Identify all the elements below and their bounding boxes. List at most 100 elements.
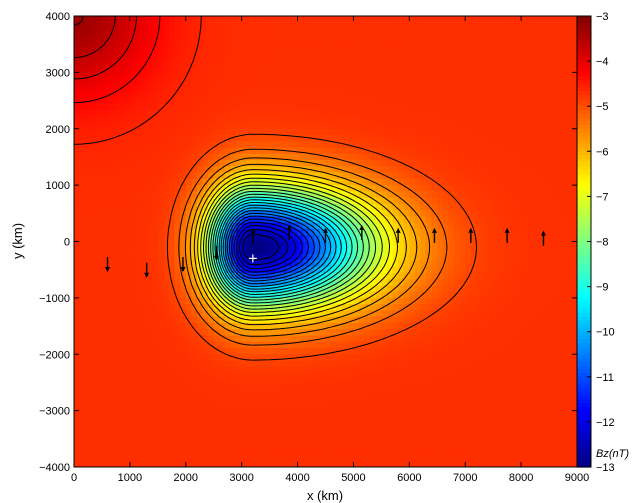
- heatmap-cell: [319, 254, 327, 261]
- heatmap-cell: [565, 41, 573, 48]
- heatmap-cell: [90, 354, 97, 362]
- heatmap-cell: [392, 34, 399, 42]
- heatmap-cell: [118, 153, 125, 161]
- heatmap-cell: [543, 185, 550, 192]
- heatmap-cell: [325, 178, 332, 186]
- heatmap-cell: [291, 53, 299, 61]
- heatmap-cell: [319, 354, 327, 362]
- heatmap-cell: [431, 185, 438, 192]
- heatmap-cell: [79, 222, 86, 230]
- heatmap-cell: [549, 228, 556, 236]
- heatmap-cell: [213, 166, 220, 174]
- heatmap-cell: [353, 266, 360, 274]
- heatmap-cell: [101, 78, 109, 86]
- heatmap-cell: [347, 197, 355, 205]
- heatmap-cell: [331, 66, 338, 73]
- heatmap-cell: [537, 203, 545, 211]
- heatmap-cell: [554, 135, 561, 142]
- heatmap-cell: [85, 285, 92, 293]
- heatmap-cell: [152, 335, 159, 343]
- heatmap-cell: [275, 310, 282, 318]
- heatmap-cell: [336, 329, 343, 337]
- heatmap-cell: [498, 185, 505, 192]
- heatmap-cell: [124, 84, 131, 92]
- heatmap-cell: [191, 153, 198, 161]
- heatmap-cell: [280, 66, 287, 73]
- heatmap-cell: [481, 191, 489, 199]
- heatmap-cell: [549, 341, 556, 349]
- heatmap-cell: [571, 84, 577, 92]
- heatmap-cell: [431, 122, 438, 130]
- heatmap-cell: [213, 147, 220, 155]
- heatmap-cell: [241, 122, 248, 130]
- heatmap-cell: [532, 28, 539, 36]
- heatmap-cell: [275, 316, 282, 324]
- heatmap-cell: [219, 147, 226, 155]
- heatmap-cell: [437, 153, 444, 161]
- heatmap-cell: [291, 59, 299, 67]
- heatmap-cell: [129, 310, 137, 318]
- heatmap-cell: [414, 210, 422, 218]
- heatmap-cell: [219, 109, 226, 117]
- heatmap-cell: [481, 109, 489, 117]
- heatmap-cell: [230, 84, 237, 92]
- heatmap-cell: [386, 310, 394, 318]
- heatmap-cell: [180, 285, 187, 293]
- heatmap-cell: [454, 28, 461, 36]
- heatmap-cell: [437, 247, 444, 255]
- heatmap-cell: [202, 128, 209, 136]
- heatmap-cell: [196, 228, 204, 236]
- heatmap-cell: [135, 41, 142, 48]
- heatmap-cell: [392, 335, 399, 343]
- heatmap-cell: [230, 285, 237, 293]
- heatmap-cell: [196, 153, 204, 161]
- heatmap-cell: [286, 203, 293, 211]
- heatmap-cell: [269, 160, 276, 167]
- heatmap-cell: [526, 178, 533, 186]
- heatmap-cell: [113, 291, 120, 299]
- heatmap-cell: [381, 47, 388, 55]
- heatmap-cell: [359, 191, 366, 199]
- heatmap-cell: [565, 103, 573, 111]
- heatmap-cell: [135, 22, 142, 30]
- heatmap-cell: [342, 241, 349, 249]
- heatmap-cell: [353, 122, 360, 130]
- heatmap-cell: [370, 316, 377, 324]
- heatmap-cell: [224, 16, 232, 23]
- heatmap-cell: [157, 172, 165, 180]
- heatmap-cell: [146, 41, 153, 48]
- heatmap-cell: [521, 97, 528, 105]
- heatmap-cell: [420, 78, 427, 86]
- heatmap-cell: [135, 147, 142, 155]
- heatmap-cell: [174, 347, 181, 355]
- heatmap-cell: [521, 135, 528, 142]
- heatmap-cell: [185, 97, 192, 105]
- heatmap-cell: [454, 222, 461, 230]
- heatmap-cell: [526, 310, 533, 318]
- heatmap-cell: [185, 66, 192, 73]
- heatmap-cell: [414, 254, 422, 261]
- heatmap-cell: [152, 203, 159, 211]
- heatmap-cell: [196, 347, 204, 355]
- heatmap-cell: [325, 228, 332, 236]
- heatmap-cell: [353, 185, 360, 192]
- heatmap-cell: [90, 16, 97, 23]
- heatmap-cell: [504, 260, 511, 268]
- heatmap-cell: [224, 153, 232, 161]
- heatmap-cell: [509, 28, 517, 36]
- heatmap-cell: [493, 122, 500, 130]
- heatmap-cell: [493, 329, 500, 337]
- heatmap-cell: [230, 235, 237, 243]
- heatmap-cell: [331, 160, 338, 167]
- heatmap-cell: [275, 347, 282, 355]
- heatmap-cell: [230, 279, 237, 286]
- heatmap-cell: [509, 97, 517, 105]
- heatmap-cell: [96, 41, 103, 48]
- heatmap-cell: [101, 109, 109, 117]
- heatmap-cell: [230, 347, 237, 355]
- heatmap-cell: [426, 34, 433, 42]
- heatmap-cell: [342, 329, 349, 337]
- heatmap-cell: [481, 247, 489, 255]
- heatmap-cell: [526, 97, 533, 105]
- heatmap-cell: [521, 153, 528, 161]
